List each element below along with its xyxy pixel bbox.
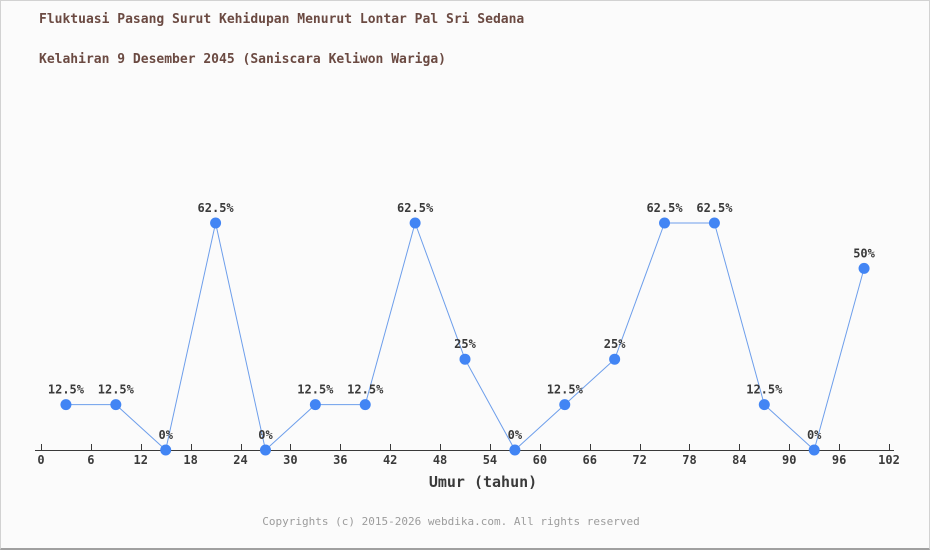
data-point-label: 50%	[853, 246, 875, 260]
x-tick-label: 84	[732, 453, 746, 467]
data-point-marker	[509, 444, 521, 456]
x-tick-label: 60	[533, 453, 547, 467]
data-point-marker	[210, 217, 222, 229]
x-tick-label: 96	[832, 453, 846, 467]
x-tick-label: 72	[632, 453, 646, 467]
data-point-marker	[60, 399, 72, 411]
data-point-label: 12.5%	[48, 383, 85, 397]
copyright-footer: Copyrights (c) 2015-2026 webdika.com. Al…	[262, 515, 640, 528]
x-tick-label: 18	[183, 453, 197, 467]
data-point-marker	[659, 217, 671, 229]
x-tick-label: 6	[87, 453, 94, 467]
x-axis-label: Umur (tahun)	[428, 473, 538, 491]
x-tick-label: 36	[333, 453, 347, 467]
data-point-marker	[359, 399, 371, 411]
x-tick-label: 90	[782, 453, 796, 467]
data-point-label: 25%	[604, 337, 626, 351]
x-tick-label: 0	[37, 453, 44, 467]
data-point-marker	[858, 262, 870, 274]
data-point-marker	[459, 353, 471, 365]
x-tick-label: 54	[483, 453, 497, 467]
data-point-label: 25%	[454, 337, 476, 351]
data-point-label: 0%	[258, 428, 273, 442]
data-point-label: 0%	[158, 428, 173, 442]
data-point-label: 12.5%	[746, 383, 783, 397]
data-point-label: 12.5%	[98, 383, 135, 397]
x-tick-label: 78	[682, 453, 696, 467]
data-point-marker	[758, 399, 770, 411]
data-point-marker	[808, 444, 820, 456]
data-point-label: 62.5%	[646, 201, 683, 215]
data-point-marker	[559, 399, 571, 411]
data-point-label: 12.5%	[347, 383, 384, 397]
x-tick-label: 42	[383, 453, 397, 467]
chart-title-line2: Kelahiran 9 Desember 2045 (Saniscara Kel…	[39, 52, 446, 67]
data-point-label: 12.5%	[547, 383, 584, 397]
data-point-marker	[609, 353, 621, 365]
data-point-label: 62.5%	[696, 201, 733, 215]
x-tick-label: 12	[134, 453, 148, 467]
x-tick-label: 66	[582, 453, 596, 467]
data-point-label: 0%	[508, 428, 523, 442]
x-tick-label: 102	[878, 453, 900, 467]
data-point-marker	[110, 399, 122, 411]
data-point-marker	[160, 444, 172, 456]
x-tick-label: 30	[283, 453, 297, 467]
data-point-marker	[309, 399, 321, 411]
data-point-marker	[409, 217, 421, 229]
data-point-label: 0%	[807, 428, 822, 442]
x-tick-label: 48	[433, 453, 447, 467]
data-point-label: 62.5%	[198, 201, 235, 215]
data-point-label: 62.5%	[397, 201, 434, 215]
x-tick-label: 24	[233, 453, 247, 467]
data-point-marker	[259, 444, 271, 456]
data-point-marker	[708, 217, 720, 229]
chart-title: Fluktuasi Pasang Surut Kehidupan Menurut…	[39, 10, 524, 70]
data-point-label: 12.5%	[297, 383, 334, 397]
chart-title-line1: Fluktuasi Pasang Surut Kehidupan Menurut…	[39, 12, 525, 27]
